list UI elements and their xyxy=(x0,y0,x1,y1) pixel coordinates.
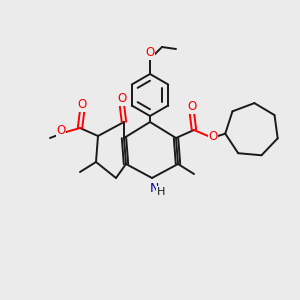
Text: O: O xyxy=(56,124,66,137)
Text: H: H xyxy=(157,187,165,197)
Text: O: O xyxy=(77,98,87,112)
Text: O: O xyxy=(117,92,127,106)
Text: N: N xyxy=(149,182,159,196)
Text: O: O xyxy=(146,46,154,59)
Text: O: O xyxy=(188,100,196,113)
Text: O: O xyxy=(208,130,217,142)
